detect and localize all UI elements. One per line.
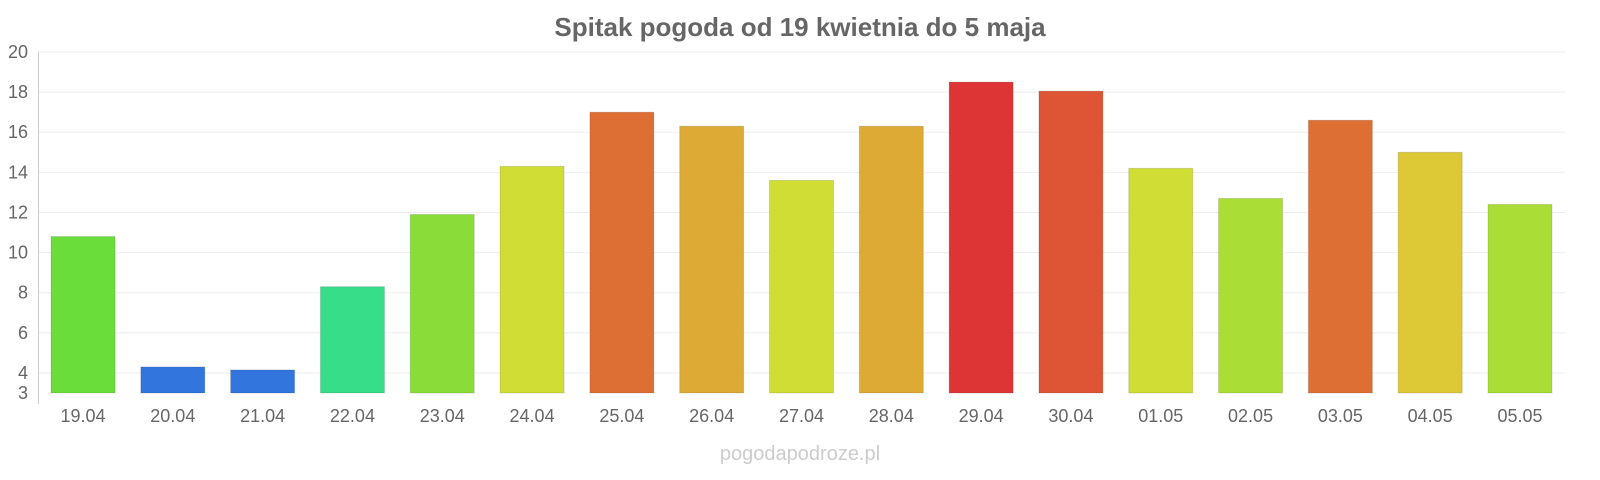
bar-19.04: [50, 236, 116, 394]
x-tick-label: 19.04: [60, 406, 105, 426]
y-tick-label: 12: [8, 202, 28, 222]
y-tick-label: 14: [8, 162, 28, 182]
y-tick-label: 3: [18, 383, 28, 403]
bar-21.04: [230, 369, 296, 394]
x-tick-label: 28.04: [869, 406, 914, 426]
y-tick-label: 18: [8, 82, 28, 102]
bar-05.05: [1487, 203, 1553, 394]
x-tick-label: 03.05: [1318, 406, 1363, 426]
y-tick-label: 6: [18, 323, 28, 343]
x-tick-label: 23.04: [420, 406, 465, 426]
bar-20.04: [140, 366, 206, 394]
x-tick-label: 30.04: [1048, 406, 1093, 426]
bar-30.04: [1038, 90, 1104, 394]
bar-28.04: [858, 125, 924, 394]
bar-29.04: [948, 81, 1014, 394]
x-axis-ticks: 19.04 20.04 21.04 22.04 23.04 24.04 25.04 26.04…: [60, 406, 1542, 426]
x-tick-label: 01.05: [1138, 406, 1183, 426]
x-tick-label: 27.04: [779, 406, 824, 426]
y-tick-label: 4: [18, 363, 28, 383]
bar-25.04: [589, 111, 655, 394]
bar-03.05: [1307, 119, 1373, 394]
x-tick-label: 22.04: [330, 406, 375, 426]
x-tick-label: 29.04: [959, 406, 1004, 426]
bars: [50, 81, 1553, 394]
x-tick-label: 20.04: [150, 406, 195, 426]
bar-23.04: [409, 213, 475, 394]
bar-04.05: [1397, 151, 1463, 394]
x-tick-label: 26.04: [689, 406, 734, 426]
chart-title: Spitak pogoda od 19 kwietnia do 5 maja: [554, 12, 1046, 42]
bar-22.04: [319, 286, 385, 394]
x-tick-label: 02.05: [1228, 406, 1273, 426]
x-tick-label: 05.05: [1497, 406, 1542, 426]
y-tick-label: 8: [18, 283, 28, 303]
y-tick-label: 20: [8, 42, 28, 62]
x-tick-label: 24.04: [510, 406, 555, 426]
y-tick-label: 10: [8, 243, 28, 263]
y-axis-ticks: 34 6 8 10 12 14 16 18 20: [8, 42, 28, 403]
bar-26.04: [679, 125, 745, 394]
x-tick-label: 21.04: [240, 406, 285, 426]
bar-02.05: [1218, 197, 1284, 394]
y-tick-label: 16: [8, 122, 28, 142]
x-tick-label: 25.04: [599, 406, 644, 426]
bar-24.04: [499, 165, 565, 394]
watermark-credit: pogodapodroze.pl: [720, 443, 880, 465]
bar-27.04: [769, 179, 834, 394]
x-tick-label: 04.05: [1408, 406, 1453, 426]
bar-01.05: [1128, 167, 1194, 394]
